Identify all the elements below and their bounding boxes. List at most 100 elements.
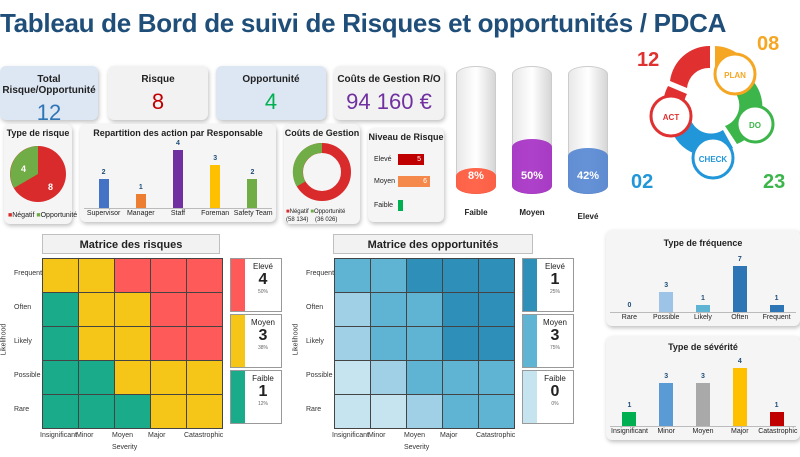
kpi-couts-label: Coûts de Gestion R/O (337, 74, 441, 85)
pdca-act-arc (670, 45, 710, 88)
couts-gestion-title: Coûts de Gestion (284, 128, 360, 138)
niveau-bar-eleve: 5 (398, 154, 424, 165)
niveau-label-eleve: Elevé (374, 156, 392, 163)
bar (732, 368, 747, 426)
matrice-risques: Frequent Often Likely Possible Rare Insignifi… (0, 256, 300, 456)
matrix-col-label: Moyen (404, 432, 426, 439)
matrix-cell (370, 258, 407, 293)
matrix-row-label: Often (14, 304, 32, 311)
couts-legend-opp-value: (36 026) (315, 217, 338, 223)
bar-value-label: 3 (664, 372, 669, 380)
matrix-cell (478, 360, 515, 395)
pdca-check-circle (691, 136, 735, 180)
bar (98, 179, 109, 208)
pie-opportunite-label: 4 (21, 164, 26, 174)
bar (622, 411, 637, 426)
bar-value-label: 1 (138, 183, 143, 191)
matrix-cell (478, 258, 515, 293)
legend-pct: 25% (549, 289, 560, 295)
bar-value-label: 2 (101, 169, 106, 176)
matrix-cell (406, 394, 443, 429)
bar-value-label: 1 (701, 295, 705, 303)
legend-label: Faible (544, 374, 566, 383)
bar (659, 382, 674, 426)
matrix-cell (186, 360, 223, 395)
matrix-legend-item: Faible 1 12% (230, 370, 282, 424)
axis-line (610, 426, 796, 427)
bar-category-label: Rare (621, 314, 637, 321)
matrix-col-label: Moyen (112, 432, 134, 439)
legend-negatif: Négatif (12, 212, 35, 219)
bar-category-label: Often (731, 314, 749, 321)
bar (696, 305, 710, 312)
legend-label: Moyen (250, 318, 275, 327)
niveau-bar-moyen: 6 (398, 176, 430, 187)
cylinders-group: 8% Faible 50% Moyen 42% Elevé (450, 62, 618, 232)
matrix-cell (334, 360, 371, 395)
page-title: Tableau de Bord de suivi de Risques et o… (0, 8, 727, 38)
bar-category-label: Foreman (201, 210, 230, 217)
pdca-do-circle (735, 104, 775, 144)
bar-category-label: Catastrophic (758, 428, 798, 435)
kpi-couts-card: Coûts de Gestion R/O 94 160 € (334, 66, 444, 120)
matrix-col-label: Catastrophic (476, 432, 516, 439)
matrix-row-label: Frequent (14, 270, 43, 277)
couts-gestion-card: Coûts de Gestion ■Négatif ■Opportunité (… (284, 124, 360, 224)
legend-text: Moyen 3 75% (537, 318, 573, 351)
pdca-do-number: 23 (763, 171, 785, 193)
matrix-col-label: Catastrophic (184, 432, 224, 439)
donut-opportunite (292, 142, 323, 187)
cylinder-fill (568, 147, 608, 194)
pdca-do-label: DO (749, 121, 761, 130)
matrix-cell (406, 292, 443, 327)
legend-swatch (523, 259, 537, 311)
matrix-cell (406, 258, 443, 293)
matrix-cell (186, 394, 223, 429)
bar-category-label: Manager (126, 210, 155, 217)
legend-value: 0 (550, 383, 560, 400)
matrix-row-label: Frequent (306, 270, 335, 277)
matrix-cell (150, 360, 187, 395)
cylinder-pct: 8% (468, 170, 484, 182)
pdca-act-circle (649, 94, 693, 138)
legend-pct: 12% (257, 401, 268, 407)
matrix-cell (370, 292, 407, 327)
legend-value: 3 (550, 327, 560, 344)
matrix-cell (406, 360, 443, 395)
legend-value: 1 (550, 271, 560, 288)
pie-negatif-label: 8 (48, 182, 53, 192)
bar-category-label: Insignificant (611, 428, 648, 435)
matrix-cell (78, 292, 115, 327)
bar (732, 266, 747, 312)
repartition-title: Repartition des action par Responsable (93, 128, 263, 138)
type-severite-card: Type de sévérité 1 Insignificant 3 Minor 3 Mo… (606, 336, 800, 440)
bar-category-label: Frequent (762, 314, 791, 321)
bar (173, 150, 183, 208)
bar-value-label: 3 (664, 282, 669, 290)
niveau-risque-title: Niveau de Risque (368, 132, 444, 142)
matrix-col-label: Minor (76, 432, 94, 439)
kpi-opportunite-value: 4 (264, 89, 278, 114)
couts-gestion-donut (292, 142, 351, 201)
bar (210, 164, 221, 208)
matrice-opportunites: Frequent Often Likely Possible Rare Insignifi… (292, 256, 602, 456)
niveau-bar-faible (398, 200, 403, 211)
legend-text: Moyen 3 38% (245, 318, 281, 351)
matrix-cell (442, 292, 479, 327)
type-severite-chart: 1 Insignificant 3 Minor 3 Moyen 4 Major 1 Catastr… (606, 356, 800, 440)
matrix-cell (334, 292, 371, 327)
kpi-risque-value: 8 (151, 89, 165, 114)
matrix-cell (370, 394, 407, 429)
type-risque-legend: ■Négatif ■Opportunité (8, 212, 78, 219)
matrix-cell (334, 258, 371, 293)
matrix-cell (42, 292, 79, 327)
matrix-cell (114, 326, 151, 361)
bar (247, 179, 258, 208)
bar-value-label: 4 (737, 358, 742, 365)
pdca-act-number: 12 (637, 49, 659, 71)
matrix-row-label: Likely (14, 338, 32, 345)
bar-value-label: 1 (627, 401, 632, 409)
cylinder-label: Faible (464, 208, 488, 217)
matrice-opp-title: Matrice des opportunités (333, 234, 533, 254)
matrix-cell (114, 258, 151, 293)
